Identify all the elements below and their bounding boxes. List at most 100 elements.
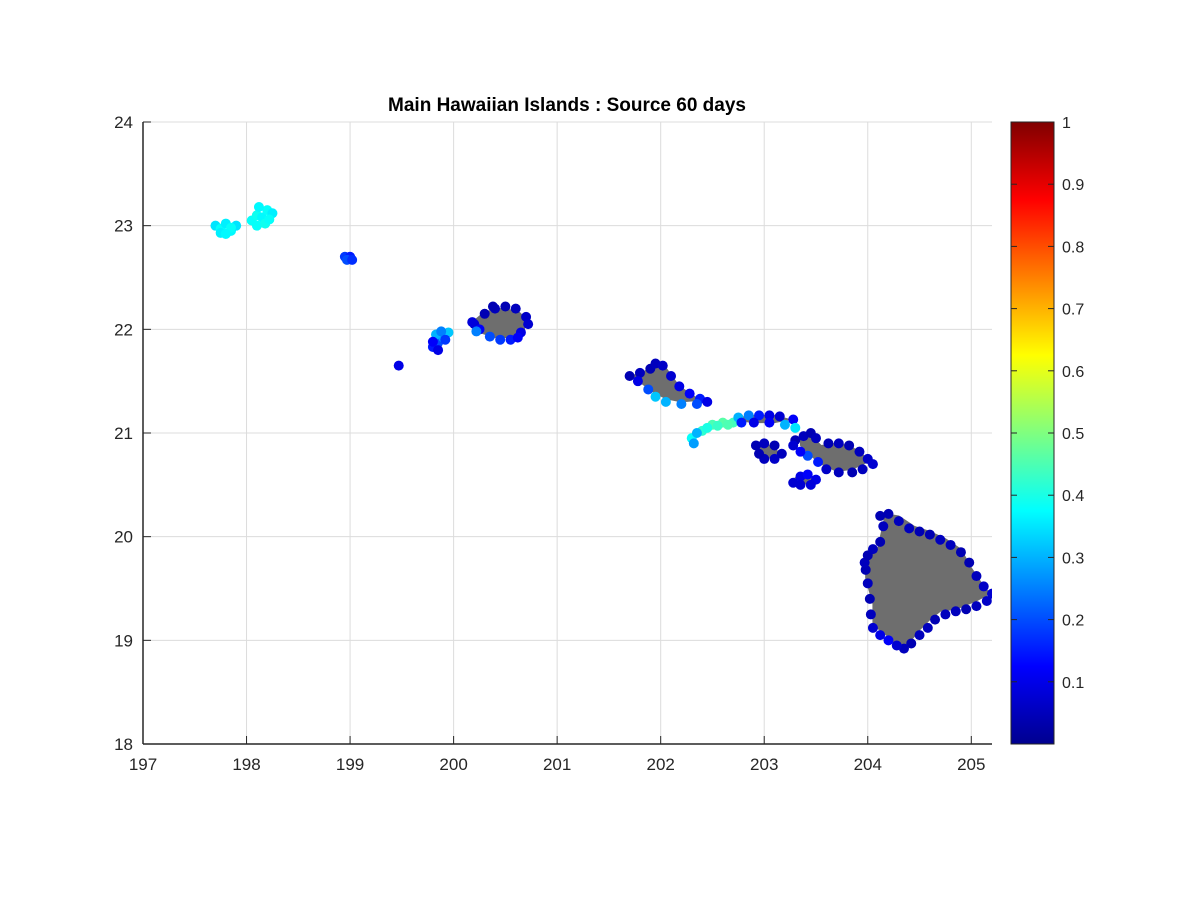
- data-point: [867, 459, 878, 470]
- data-point: [467, 317, 478, 328]
- data-point: [864, 593, 875, 604]
- colorbar: 0.1 0.2 0.3 0.4 0.5 0.6 0.7 0.8 0.9 1: [1010, 115, 1084, 745]
- data-point: [844, 440, 855, 451]
- y-tick-label: 18: [114, 735, 133, 754]
- colorbar-tick-label: 0.2: [1062, 613, 1084, 630]
- data-point: [769, 453, 780, 464]
- data-point: [802, 469, 813, 480]
- data-point: [857, 464, 868, 475]
- data-point: [823, 438, 834, 449]
- data-point: [643, 384, 654, 395]
- colorbar-tick-label: 0.5: [1062, 426, 1084, 443]
- data-point: [945, 539, 956, 550]
- data-point: [750, 440, 761, 451]
- data-point: [875, 630, 886, 641]
- data-point: [914, 526, 925, 537]
- data-point: [867, 622, 878, 633]
- colorbar-gradient: [1010, 121, 1055, 745]
- data-point: [512, 332, 523, 343]
- tick-labels: 197 198 199 200 201 202 203 204 205 18 19 20 21 22 23 2…: [114, 113, 985, 774]
- data-point: [779, 419, 790, 430]
- x-tick-label: 199: [336, 755, 364, 774]
- data-point: [764, 410, 775, 421]
- x-tick-label: 202: [646, 755, 674, 774]
- data-point: [436, 326, 447, 337]
- data-point: [854, 446, 865, 457]
- data-point: [981, 595, 992, 606]
- data-point: [930, 614, 941, 625]
- data-point: [971, 571, 982, 582]
- chart-title: Main Hawaiian Islands : Source 60 days: [388, 95, 746, 116]
- x-tick-label: 204: [854, 755, 882, 774]
- data-point: [632, 376, 643, 387]
- data-point: [795, 446, 806, 457]
- data-point: [788, 440, 799, 451]
- data-point: [523, 319, 534, 330]
- data-point: [427, 336, 438, 347]
- x-tick-label: 200: [439, 755, 467, 774]
- data-point: [660, 396, 671, 407]
- colorbar-tick-label: 0.9: [1062, 177, 1084, 194]
- data-point: [264, 214, 275, 225]
- data-point: [865, 609, 876, 620]
- y-tick-label: 24: [114, 113, 133, 132]
- data-point: [393, 360, 404, 371]
- data-point: [924, 529, 935, 540]
- data-point: [688, 438, 699, 449]
- data-point: [691, 428, 702, 438]
- data-point: [955, 547, 966, 558]
- data-point: [743, 410, 754, 421]
- y-tick-label: 23: [114, 217, 133, 236]
- colorbar-tick-label: 0.7: [1062, 302, 1084, 319]
- data-point: [906, 638, 917, 649]
- y-tick-label: 22: [114, 320, 133, 339]
- data-point: [810, 433, 821, 444]
- data-point: [950, 606, 961, 617]
- data-point: [754, 448, 765, 459]
- data-point: [802, 450, 813, 461]
- data-point: [674, 381, 685, 392]
- data-point: [484, 331, 495, 342]
- data-point: [433, 345, 444, 356]
- data-point: [634, 367, 645, 378]
- data-point: [487, 301, 498, 312]
- x-tick-label: 205: [957, 755, 985, 774]
- data-point: [867, 544, 878, 555]
- data-point: [961, 604, 972, 615]
- data-point: [759, 438, 770, 449]
- x-tick-label: 203: [750, 755, 778, 774]
- colorbar-tick-label: 0.1: [1062, 675, 1084, 692]
- data-point: [833, 467, 844, 478]
- data-point: [833, 438, 844, 449]
- data-point: [650, 391, 661, 402]
- data-point: [666, 370, 677, 381]
- data-point: [440, 334, 451, 345]
- data-point: [878, 521, 889, 532]
- data-point: [764, 417, 775, 428]
- data-point: [788, 414, 799, 425]
- data-point: [251, 220, 262, 231]
- y-tick-label: 20: [114, 528, 133, 547]
- colorbar-tick-label: 0.6: [1062, 364, 1084, 381]
- data-point: [510, 303, 521, 314]
- data-point: [922, 622, 933, 633]
- data-point: [479, 308, 490, 319]
- data-point: [821, 464, 832, 475]
- data-point: [813, 457, 824, 468]
- data-point: [883, 508, 894, 519]
- data-point: [914, 630, 925, 641]
- y-tick-label: 21: [114, 424, 133, 443]
- data-point: [657, 360, 668, 371]
- colorbar-tick-label: 0.4: [1062, 488, 1084, 505]
- x-tick-label: 197: [129, 755, 157, 774]
- data-point: [891, 640, 902, 651]
- axes: [142, 121, 992, 745]
- data-point: [847, 467, 858, 478]
- data-point: [624, 370, 635, 381]
- data-point: [875, 536, 886, 547]
- data-point: [795, 479, 806, 490]
- data-point: [495, 334, 506, 345]
- data-point: [790, 422, 801, 433]
